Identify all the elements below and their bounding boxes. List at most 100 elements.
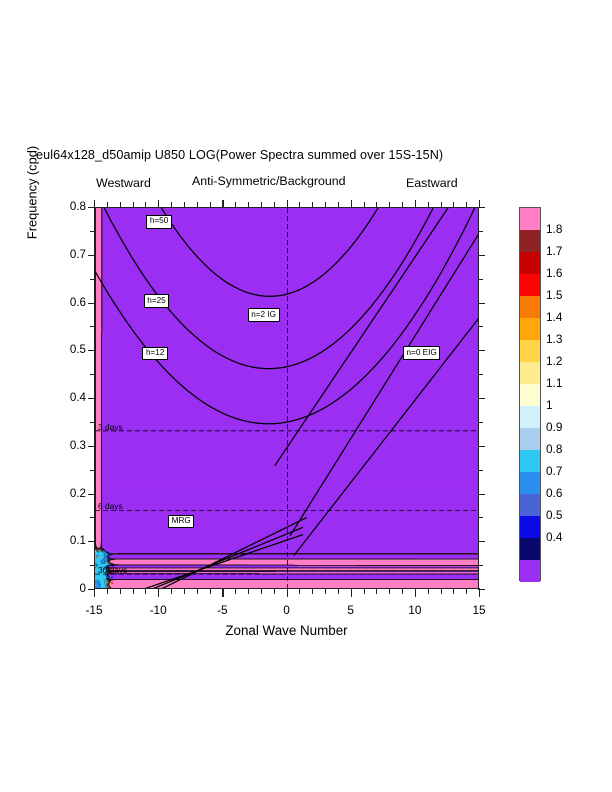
contour-cell xyxy=(95,541,102,544)
contour-cell xyxy=(105,569,108,572)
colorbar-tick-label: 0.6 xyxy=(546,485,563,500)
contour-cell xyxy=(100,465,478,468)
contour-cell xyxy=(95,363,102,366)
contour-cell xyxy=(100,387,478,390)
contour-cell xyxy=(95,477,102,480)
contour-cell xyxy=(96,563,109,566)
contour-cell xyxy=(100,514,478,517)
curve-mrg-b xyxy=(153,526,304,588)
contour-cell xyxy=(100,526,478,529)
annotation-n0-eig: n=0 EIG xyxy=(403,346,441,360)
x-tick-minor-top xyxy=(299,202,301,208)
contour-cell xyxy=(95,319,102,322)
contour-cell xyxy=(100,473,478,476)
colorbar-tick-label: 1.7 xyxy=(546,243,563,258)
contour-cell xyxy=(100,393,478,396)
contour-cell xyxy=(95,419,102,422)
contour-cell xyxy=(95,433,102,436)
contour-cell xyxy=(100,490,478,493)
contour-cell xyxy=(95,264,102,267)
contour-cell xyxy=(109,587,112,588)
contour-cell xyxy=(95,301,102,304)
colorbar-tick-label: 1.5 xyxy=(546,287,563,302)
contour-cell xyxy=(95,473,102,476)
contour-cell xyxy=(95,240,102,243)
contour-cell xyxy=(95,474,102,477)
contour-cell xyxy=(100,290,478,293)
contour-cell xyxy=(100,379,478,382)
contour-cell xyxy=(95,558,103,561)
colorbar-tick-label: 1.6 xyxy=(546,265,563,280)
contour-cell xyxy=(95,381,102,384)
contour-cell xyxy=(100,280,478,283)
x-tick-minor xyxy=(376,588,378,594)
y-tick-minor xyxy=(90,374,95,376)
curve-n0eig-a xyxy=(293,318,478,556)
contour-cell xyxy=(103,551,108,554)
contour-cell xyxy=(95,310,102,313)
contour-cell xyxy=(100,446,478,449)
contour-cell xyxy=(95,311,102,314)
contour-cell xyxy=(95,228,102,231)
contour-cell xyxy=(95,215,102,218)
contour-cell xyxy=(95,283,102,286)
contour-cell xyxy=(100,225,478,228)
colorbar[interactable] xyxy=(519,207,541,582)
contour-cell xyxy=(95,446,102,449)
contour-cell xyxy=(100,347,478,350)
contour-cell xyxy=(108,576,111,579)
contour-cell xyxy=(105,561,108,564)
contour-cell xyxy=(100,384,478,387)
contour-cell xyxy=(100,455,478,458)
contour-cell xyxy=(100,480,478,483)
contour-cell xyxy=(100,396,478,399)
contour-cell xyxy=(95,210,102,214)
contour-cell xyxy=(100,341,478,344)
x-tick-minor-top xyxy=(389,202,391,208)
y-tick-label: 0.3 xyxy=(69,438,86,452)
x-tick-minor-top xyxy=(171,202,172,208)
contour-cell xyxy=(100,227,478,230)
contour-cell xyxy=(109,579,112,582)
contour-cell xyxy=(95,350,102,353)
y-tick-minor xyxy=(90,565,95,567)
y-tick-major xyxy=(88,350,95,352)
contour-cell xyxy=(95,422,102,425)
x-tick-minor xyxy=(196,588,198,594)
x-tick-minor xyxy=(440,588,442,594)
contour-cell xyxy=(100,467,478,470)
contour-cell xyxy=(95,569,106,572)
contour-cell xyxy=(95,578,106,581)
spectrum-plot[interactable]: h=50 h=25 h=12 n=2 IG n=0 EIG MRG 3 days 6 days… xyxy=(94,207,479,589)
contour-cell xyxy=(100,274,478,277)
contour-cell xyxy=(100,584,106,587)
contour-cell xyxy=(100,256,478,259)
contour-cell xyxy=(111,564,114,567)
colorbar-band xyxy=(520,384,540,406)
contour-cell xyxy=(95,585,101,588)
contour-cell xyxy=(95,335,102,338)
curve-mrg-a xyxy=(145,534,304,588)
x-tick-major-top xyxy=(479,200,481,208)
contour-cell xyxy=(106,561,109,564)
contour-cell xyxy=(100,521,478,524)
contour-cell xyxy=(95,379,102,382)
contour-cell xyxy=(95,233,102,236)
contour-cell xyxy=(95,514,102,517)
contour-cell xyxy=(111,582,114,585)
x-tick-minor-top xyxy=(183,202,185,208)
contour-cell xyxy=(95,431,102,434)
x-tick-minor-top xyxy=(132,202,134,208)
contour-cell xyxy=(109,570,478,573)
contour-cell xyxy=(111,587,478,588)
x-tick-major-top xyxy=(94,200,96,208)
contour-cell xyxy=(95,249,102,252)
curve-n0eig-c xyxy=(274,208,449,467)
contour-cell xyxy=(95,314,102,317)
contour-cell xyxy=(95,450,102,453)
contour-cell xyxy=(95,401,102,405)
contour-cell xyxy=(95,424,102,427)
contour-cell xyxy=(100,216,478,219)
contour-cell xyxy=(100,262,478,265)
contour-cell xyxy=(95,409,102,412)
